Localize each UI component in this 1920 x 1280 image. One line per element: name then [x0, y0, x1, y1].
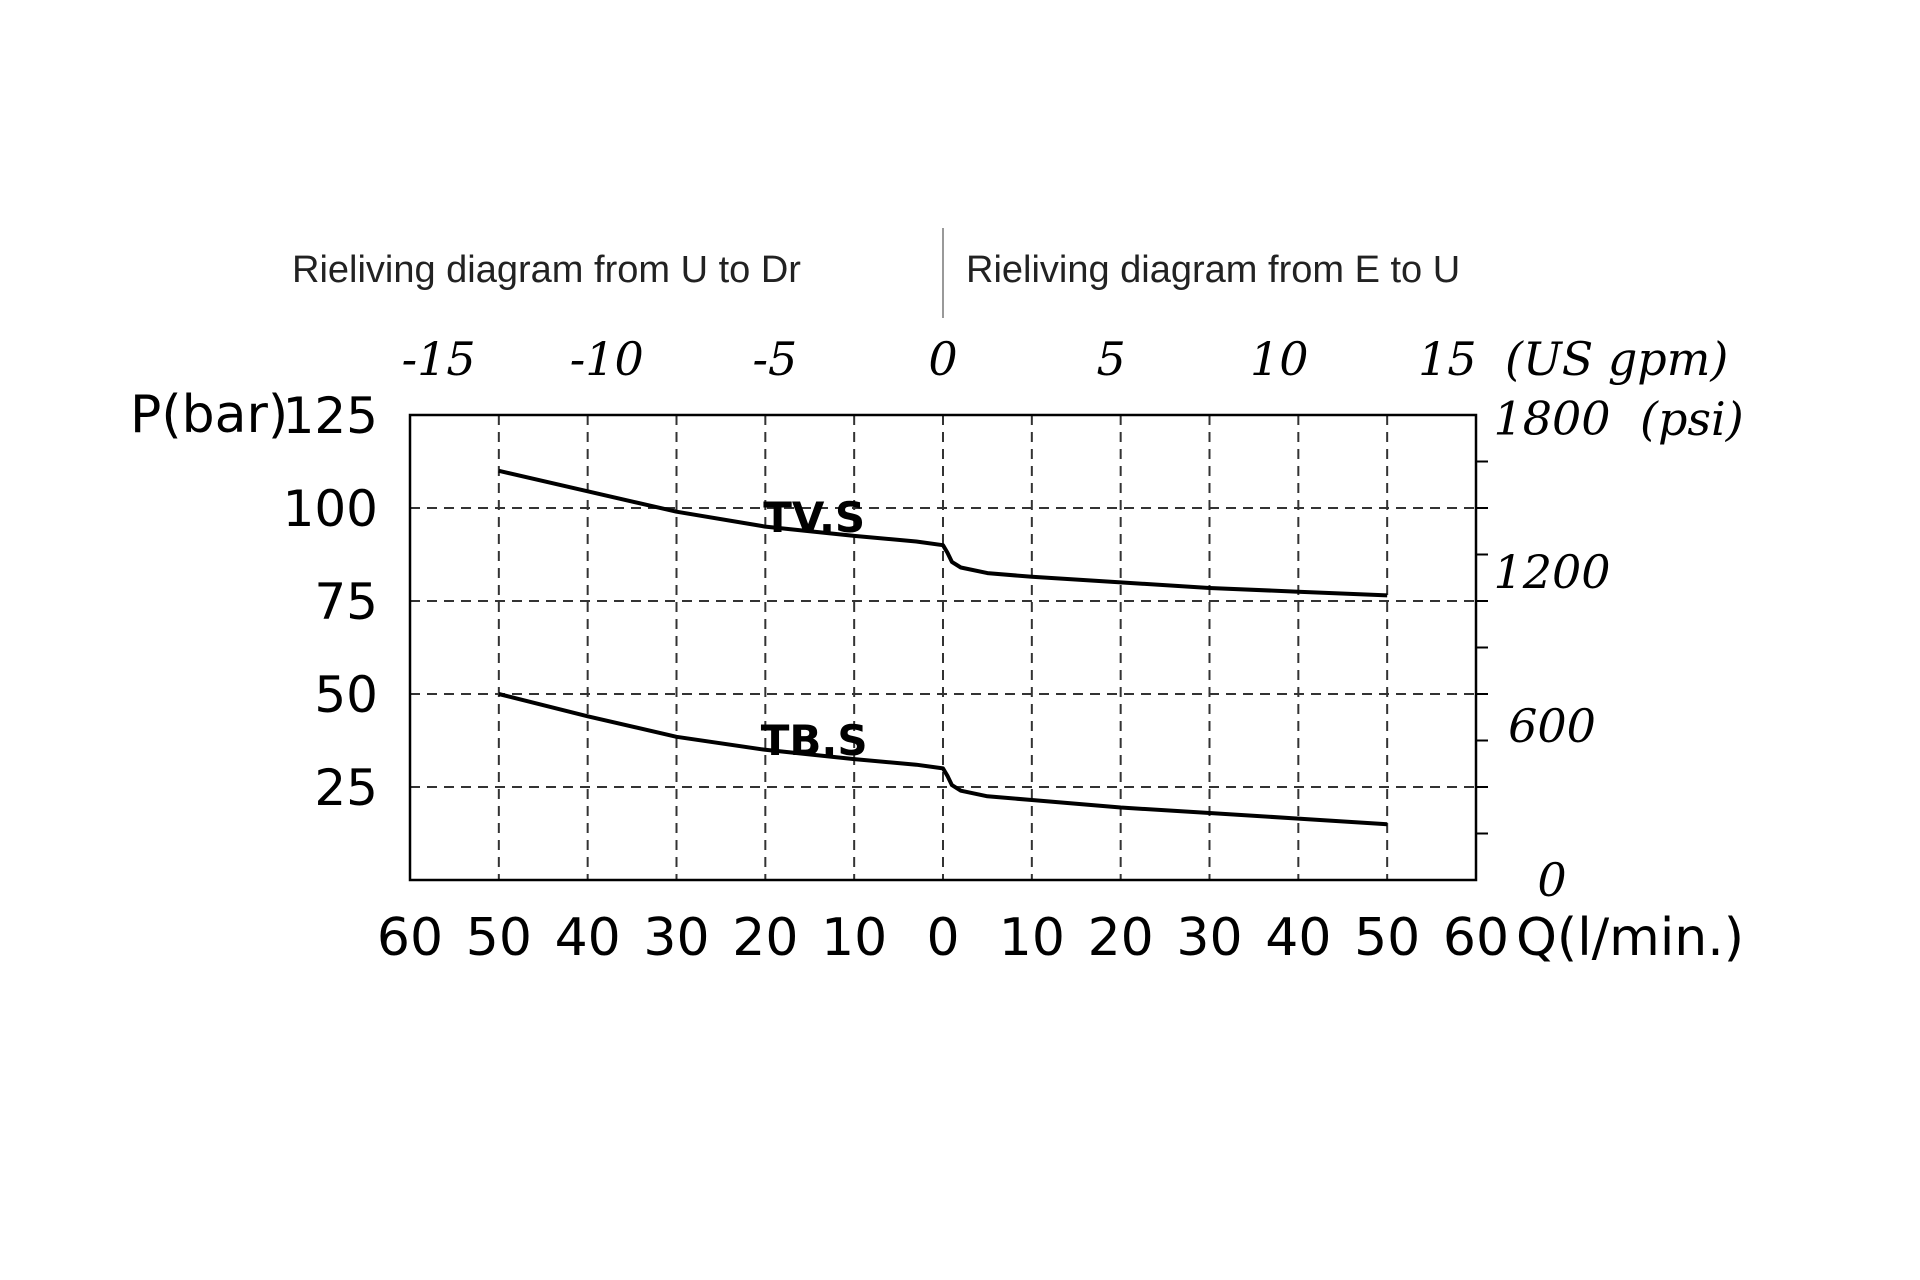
x-tick-label: 60 — [377, 908, 443, 968]
x-tick-label: 40 — [555, 908, 621, 968]
series-line-tvs — [498, 468, 1388, 598]
x-axis-label: Q(l/min.) — [1516, 908, 1744, 968]
top-tick-label: -10 — [570, 332, 644, 386]
caption-left: Rieliving diagram from U to Dr — [292, 249, 801, 291]
x-tick-labels: 60 50 40 30 20 10 0 10 20 30 40 50 60 — [377, 908, 1509, 968]
caption-right: Rieliving diagram from E to U — [966, 249, 1460, 291]
grid-lines — [410, 415, 1488, 880]
top-tick-label: -15 — [402, 332, 476, 386]
x-tick-label: 10 — [821, 908, 887, 968]
x-tick-label: 10 — [999, 908, 1065, 968]
x-tick-label: 50 — [466, 908, 532, 968]
top-tick-labels: -15 -10 -5 0 5 10 15 — [402, 332, 1477, 386]
top-tick-label: 5 — [1096, 332, 1125, 386]
series-label-tvs: TV.S — [763, 493, 865, 542]
right-tick-label: 1200 — [1493, 545, 1610, 599]
y-tick-labels: 125 100 75 50 25 — [283, 387, 378, 817]
x-tick-label: 20 — [1088, 908, 1154, 968]
right-tick-label: 600 — [1508, 699, 1596, 753]
right-tick-label: 1800 — [1493, 391, 1610, 445]
right-tick-labels: 1800 1200 600 0 — [1493, 391, 1610, 907]
x-tick-label: 20 — [732, 908, 798, 968]
y-tick-label: 50 — [314, 666, 378, 724]
x-tick-label: 0 — [926, 908, 959, 968]
top-axis-unit: (US gpm) — [1505, 332, 1728, 386]
right-tick-label: 0 — [1537, 853, 1566, 907]
top-tick-label: 10 — [1250, 332, 1309, 386]
y-tick-label: 25 — [314, 759, 378, 817]
x-tick-label: 30 — [643, 908, 709, 968]
top-tick-label: -5 — [752, 332, 797, 386]
series-line-tbs — [498, 692, 1388, 827]
y-axis-label: P(bar) — [130, 385, 288, 445]
top-tick-label: 15 — [1418, 332, 1477, 386]
plot-frame — [408, 413, 1478, 882]
series-group: TV.S TB.S — [498, 468, 1388, 827]
right-axis-unit: (psi) — [1640, 392, 1744, 446]
x-tick-label: 40 — [1265, 908, 1331, 968]
y-tick-label: 100 — [283, 480, 378, 538]
x-tick-label: 50 — [1354, 908, 1420, 968]
y-tick-label: 75 — [314, 573, 378, 631]
x-tick-label: 30 — [1176, 908, 1242, 968]
series-label-tbs: TB.S — [761, 716, 868, 765]
y-tick-label: 125 — [283, 387, 378, 445]
x-tick-label: 60 — [1443, 908, 1509, 968]
top-tick-label: 0 — [928, 332, 957, 386]
